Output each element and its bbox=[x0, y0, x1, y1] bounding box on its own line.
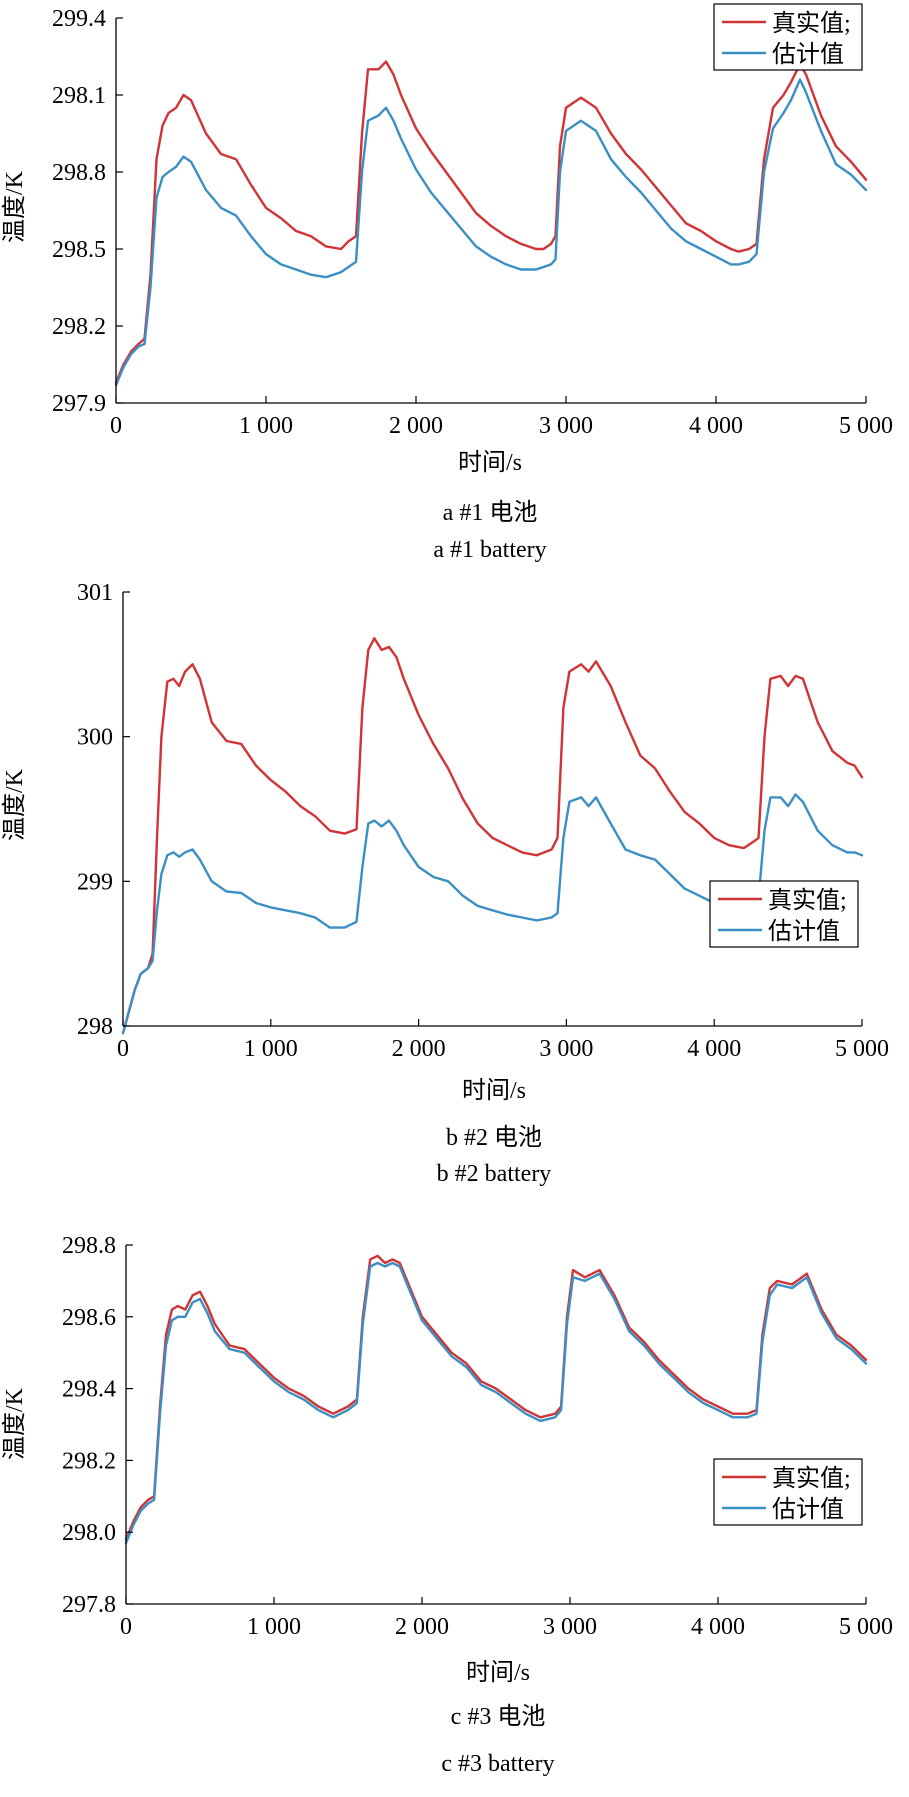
y-tick-label-a: 298.2 bbox=[52, 314, 106, 340]
x-tick-label-c: 1 000 bbox=[247, 1614, 301, 1640]
x-tick-label-b: 1 000 bbox=[244, 1036, 298, 1062]
x-tick-label-a: 1 000 bbox=[239, 413, 293, 439]
x-tick-label-a: 5 000 bbox=[839, 413, 893, 439]
x-tick-label-c: 4 000 bbox=[691, 1614, 745, 1640]
x-tick-label-c: 2 000 bbox=[395, 1614, 449, 1640]
legend-label-a: 估计值 bbox=[772, 41, 844, 68]
x-tick-label-b: 0 bbox=[117, 1036, 129, 1062]
series-real-line-c bbox=[124, 1254, 868, 1541]
x-axis-label-a: 时间/s bbox=[458, 449, 522, 476]
y-tick-label-a: 298.8 bbox=[52, 160, 106, 186]
axes-a: 0 1 000 2 000 3 000 4 000 5 000 297.9 298.2 298.… bbox=[52, 3, 893, 439]
caption-en-b: b #2 battery bbox=[437, 1161, 552, 1187]
plot-area-a bbox=[114, 60, 868, 387]
x-tick-label-b: 5 000 bbox=[835, 1036, 889, 1062]
series-est-line-a bbox=[114, 78, 868, 387]
x-tick-label-c: 3 000 bbox=[543, 1614, 597, 1640]
legend-box-b bbox=[709, 880, 859, 948]
legend-a: 真实值; 估计值 bbox=[713, 3, 863, 71]
chart-c: 0 1 000 2 000 3 000 4 000 5 000 297.8 298.0 298.… bbox=[1, 1233, 893, 1777]
y-tick-label-a: 298.1 bbox=[52, 83, 106, 109]
y-tick-label-b: 300 bbox=[77, 725, 113, 751]
legend-label-b: 估计值 bbox=[768, 918, 840, 945]
legend-label-c: 真实值; bbox=[772, 1465, 851, 1492]
legend-b: 真实值; 估计值 bbox=[709, 880, 859, 948]
y-tick-label-c: 298.6 bbox=[62, 1305, 116, 1331]
plot-area-b bbox=[121, 637, 864, 1035]
legend-box-c bbox=[713, 1458, 863, 1526]
axes-b: 0 1 000 2 000 3 000 4 000 5 000 298 299 300 301 真实… bbox=[77, 580, 889, 1062]
series-est-line-c bbox=[124, 1261, 868, 1545]
x-tick-label-b: 4 000 bbox=[687, 1036, 741, 1062]
chart-b: 0 1 000 2 000 3 000 4 000 5 000 298 299 300 301 真实… bbox=[1, 580, 889, 1187]
x-tick-label-a: 3 000 bbox=[539, 413, 593, 439]
x-tick-label-a: 2 000 bbox=[389, 413, 443, 439]
y-axis-label-a: 温度/K bbox=[1, 170, 28, 243]
y-tick-label-a: 299.4 bbox=[52, 6, 106, 32]
x-axis-label-b: 时间/s bbox=[462, 1077, 526, 1104]
caption-en-a: a #1 battery bbox=[433, 537, 546, 563]
y-tick-label-b: 301 bbox=[77, 580, 113, 606]
caption-cn-a: a #1 电池 bbox=[443, 499, 538, 526]
axes-c: 0 1 000 2 000 3 000 4 000 5 000 297.8 298.0 298.… bbox=[62, 1233, 893, 1640]
y-tick-label-a: 298.5 bbox=[52, 237, 106, 263]
y-axis-label-c: 温度/K bbox=[1, 1387, 28, 1460]
caption-cn-c: c #3 电池 bbox=[451, 1703, 546, 1730]
series-real-line-a bbox=[114, 60, 868, 384]
caption-cn-b: b #2 电池 bbox=[446, 1124, 542, 1151]
legend-c: 真实值; 估计值 bbox=[713, 1458, 863, 1526]
y-tick-label-c: 298.2 bbox=[62, 1448, 116, 1474]
y-tick-label-c: 298.4 bbox=[62, 1377, 116, 1403]
y-tick-label-a: 297.9 bbox=[52, 391, 106, 417]
x-tick-label-a: 0 bbox=[110, 413, 122, 439]
y-tick-label-c: 297.8 bbox=[62, 1592, 116, 1618]
plot-area-c bbox=[124, 1254, 868, 1545]
x-tick-label-a: 4 000 bbox=[689, 413, 743, 439]
legend-label-c: 估计值 bbox=[772, 1496, 844, 1523]
y-tick-label-c: 298.0 bbox=[62, 1520, 116, 1546]
y-tick-label-b: 298 bbox=[77, 1014, 113, 1040]
x-tick-label-b: 2 000 bbox=[392, 1036, 446, 1062]
legend-label-a: 真实值; bbox=[772, 10, 851, 37]
series-real-line-b bbox=[121, 637, 864, 1035]
x-axis-label-c: 时间/s bbox=[466, 1659, 530, 1686]
y-axis-label-b: 温度/K bbox=[1, 768, 28, 841]
x-tick-label-c: 5 000 bbox=[839, 1614, 893, 1640]
legend-label-b: 真实值; bbox=[768, 887, 847, 914]
legend-box-a bbox=[713, 3, 863, 71]
x-tick-label-b: 3 000 bbox=[539, 1036, 593, 1062]
y-tick-label-c: 298.8 bbox=[62, 1233, 116, 1259]
chart-a: 0 1 000 2 000 3 000 4 000 5 000 297.9 298.2 298.… bbox=[1, 3, 893, 563]
x-tick-label-c: 0 bbox=[120, 1614, 132, 1640]
y-tick-label-b: 299 bbox=[77, 869, 113, 895]
caption-en-c: c #3 battery bbox=[441, 1751, 554, 1777]
